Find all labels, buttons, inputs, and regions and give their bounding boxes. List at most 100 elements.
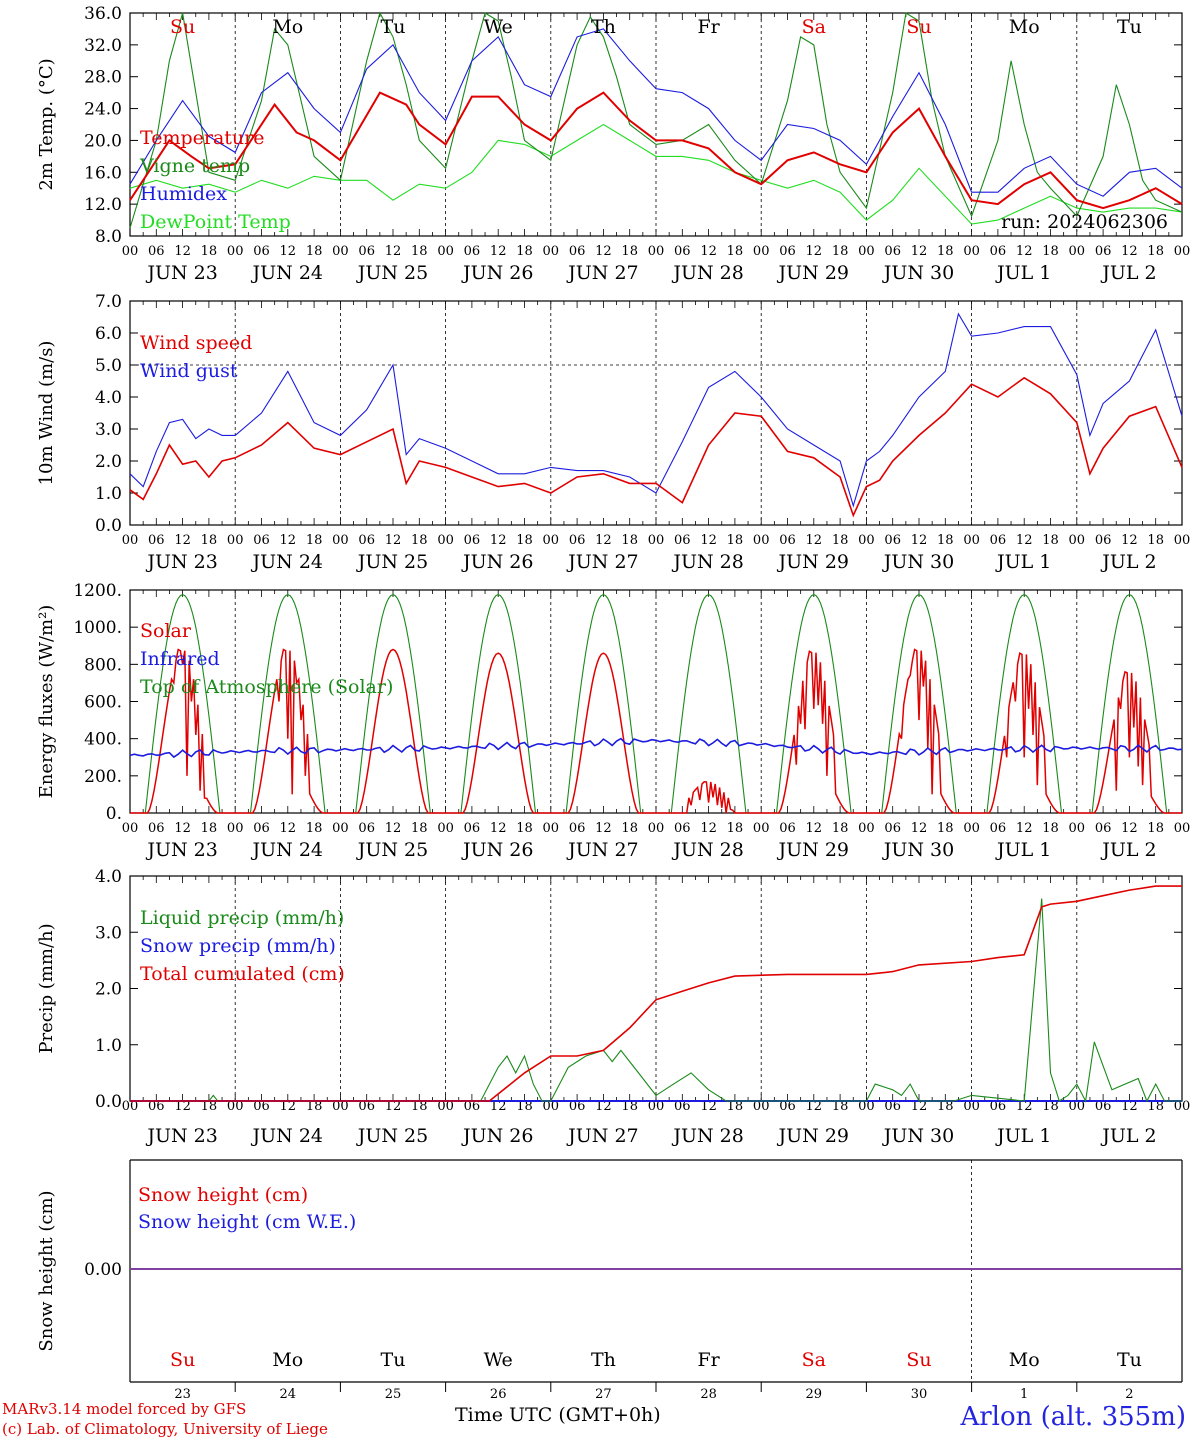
day-name: Su xyxy=(170,16,195,38)
hour-tick-label: 06 xyxy=(884,1099,901,1114)
hour-tick-label: 18 xyxy=(832,244,849,259)
day-name: Tu xyxy=(381,1349,406,1371)
hour-tick-label: 06 xyxy=(990,1099,1007,1114)
hour-tick-label: 12 xyxy=(595,533,612,548)
day-name: Sa xyxy=(802,16,826,38)
hour-tick-label: 12 xyxy=(490,533,507,548)
hour-tick-label: 12 xyxy=(174,533,191,548)
hour-tick-label: 00 xyxy=(543,821,560,836)
y-tick-label: 5.0 xyxy=(95,356,122,376)
hour-tick-label: 00 xyxy=(543,1099,560,1114)
hour-tick-label: 00 xyxy=(753,1099,770,1114)
y-tick-label: 16.0 xyxy=(84,163,122,183)
hour-tick-label: 06 xyxy=(358,244,375,259)
hour-tick-label: 00 xyxy=(227,244,244,259)
hour-tick-label: 12 xyxy=(280,533,297,548)
day-name: Th xyxy=(591,1349,616,1371)
hour-tick-label: 00 xyxy=(122,244,139,259)
series-infrared xyxy=(129,737,1183,759)
day-name: Tu xyxy=(1117,1349,1142,1371)
date-label: JUN 26 xyxy=(461,1125,533,1147)
hour-tick-label: 06 xyxy=(464,244,481,259)
hour-tick-label: 06 xyxy=(884,244,901,259)
plot-frame xyxy=(129,589,1183,814)
date-label: JUN 26 xyxy=(461,839,533,861)
station-name: Arlon (alt. 355m) xyxy=(960,1402,1186,1432)
plot-frame xyxy=(129,300,1183,526)
hour-tick-label: 18 xyxy=(1042,244,1059,259)
date-label: JUL 1 xyxy=(995,1125,1051,1147)
hour-tick-label: 00 xyxy=(332,533,349,548)
series-dewpoint-temp xyxy=(129,123,1183,225)
hour-tick-label: 18 xyxy=(832,533,849,548)
date-label: JUN 24 xyxy=(251,551,323,573)
hour-tick-label: 18 xyxy=(1042,1099,1059,1114)
legend-entry: Snow height (cm W.E.) xyxy=(138,1211,356,1233)
date-label: JUN 30 xyxy=(882,262,954,284)
hour-tick-label: 18 xyxy=(516,244,533,259)
hour-tick-label: 00 xyxy=(437,821,454,836)
hour-tick-label: 06 xyxy=(779,244,796,259)
day-name: Mo xyxy=(1009,1349,1040,1371)
hour-tick-label: 18 xyxy=(411,821,428,836)
hour-tick-label: 18 xyxy=(411,244,428,259)
hour-tick-label: 00 xyxy=(437,244,454,259)
hour-tick-label: 12 xyxy=(1121,533,1138,548)
hour-tick-label: 06 xyxy=(148,821,165,836)
hour-tick-label: 00 xyxy=(332,244,349,259)
hour-tick-label: 18 xyxy=(306,1099,323,1114)
hour-tick-label: 12 xyxy=(385,1099,402,1114)
date-label: JUN 29 xyxy=(777,1125,849,1147)
day-name: Su xyxy=(906,1349,931,1371)
date-label: JUN 27 xyxy=(566,262,638,284)
y-tick-label: 0. xyxy=(106,804,122,824)
run-label: run: 2024062306 xyxy=(1001,211,1168,233)
hour-tick-label: 06 xyxy=(674,821,691,836)
legend-entry: Temperature xyxy=(140,127,264,149)
day-number: 25 xyxy=(385,1387,402,1402)
hour-tick-label: 06 xyxy=(253,244,270,259)
y-tick-label: 1000. xyxy=(73,618,122,638)
legend-entry: Wind speed xyxy=(140,332,252,354)
day-number: 24 xyxy=(280,1387,297,1402)
y-tick-label: 3.0 xyxy=(95,420,122,440)
hour-tick-label: 18 xyxy=(621,244,638,259)
hour-tick-label: 00 xyxy=(858,1099,875,1114)
y-tick-label: 4.0 xyxy=(95,867,122,887)
day-number: 29 xyxy=(806,1387,823,1402)
hour-tick-label: 18 xyxy=(1147,821,1164,836)
hour-tick-label: 00 xyxy=(332,1099,349,1114)
model-credit: MARv3.14 model forced by GFS xyxy=(2,1400,247,1418)
date-label: JUN 27 xyxy=(566,551,638,573)
hour-tick-label: 18 xyxy=(1147,244,1164,259)
lab-credit: (c) Lab. of Climatology, University of L… xyxy=(2,1420,328,1438)
day-number: 28 xyxy=(700,1387,717,1402)
date-label: JUN 30 xyxy=(882,1125,954,1147)
date-label: JUN 23 xyxy=(145,1125,217,1147)
hour-tick-label: 18 xyxy=(621,533,638,548)
hour-tick-label: 00 xyxy=(858,533,875,548)
day-number: 2 xyxy=(1125,1387,1133,1402)
y-axis-title: Precip (mm/h) xyxy=(36,923,57,1053)
hour-tick-label: 12 xyxy=(911,1099,928,1114)
legend-entry: Top of Atmosphere (Solar) xyxy=(140,676,393,698)
hour-tick-label: 00 xyxy=(1174,244,1191,259)
day-number: 27 xyxy=(595,1387,612,1402)
date-label: JUL 2 xyxy=(1100,551,1156,573)
series-humidex xyxy=(129,28,1183,197)
hour-tick-label: 18 xyxy=(937,244,954,259)
hour-tick-label: 18 xyxy=(727,1099,744,1114)
y-tick-label: 0.0 xyxy=(95,1092,122,1112)
date-label: JUN 28 xyxy=(671,839,743,861)
hour-tick-label: 00 xyxy=(648,533,665,548)
day-name: Th xyxy=(591,16,616,38)
hour-tick-label: 18 xyxy=(621,1099,638,1114)
hour-tick-label: 00 xyxy=(227,1099,244,1114)
hour-tick-label: 12 xyxy=(595,244,612,259)
hour-tick-label: 18 xyxy=(201,1099,218,1114)
date-label: JUN 24 xyxy=(251,1125,323,1147)
hour-tick-label: 18 xyxy=(621,821,638,836)
day-name: We xyxy=(484,16,513,38)
hour-tick-label: 00 xyxy=(543,533,560,548)
y-tick-label: 28.0 xyxy=(84,68,122,88)
